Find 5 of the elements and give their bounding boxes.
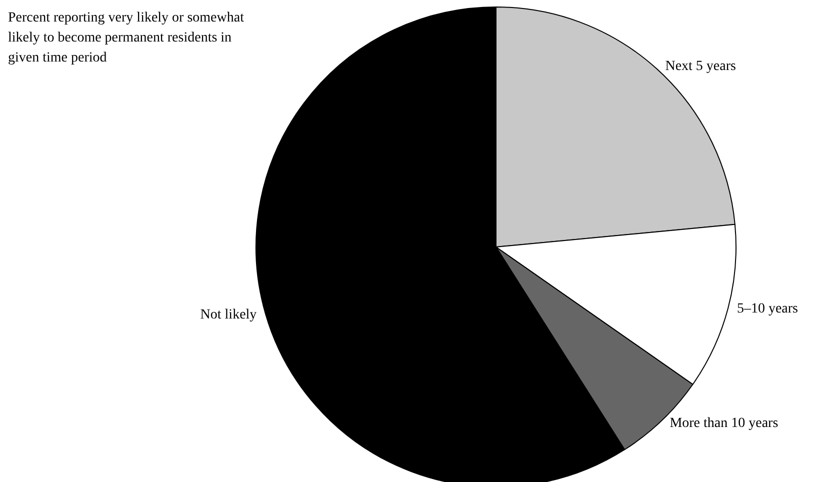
slice-label: Next 5 years xyxy=(665,59,736,74)
slice-label: More than 10 years xyxy=(670,416,778,431)
slice-label: Not likely xyxy=(200,308,257,323)
slice-label: 5–10 years xyxy=(736,302,798,317)
text: Percent reporting very likely or somewhat likely to become permanent residents in given time period xyxy=(8,10,248,66)
